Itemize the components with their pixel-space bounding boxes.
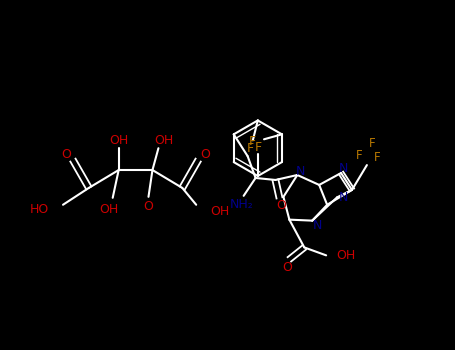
- Text: OH: OH: [336, 249, 355, 262]
- Text: HO: HO: [30, 203, 49, 216]
- Text: O: O: [200, 148, 210, 161]
- Text: N: N: [296, 164, 305, 177]
- Text: F: F: [356, 149, 362, 162]
- Text: O: O: [143, 200, 153, 213]
- Text: O: O: [283, 261, 292, 274]
- Text: F: F: [246, 142, 253, 155]
- Text: OH: OH: [109, 134, 128, 147]
- Text: F: F: [249, 135, 256, 148]
- Text: NH₂: NH₂: [230, 198, 253, 211]
- Text: O: O: [277, 199, 286, 212]
- Text: OH: OH: [154, 134, 173, 147]
- Text: OH: OH: [210, 205, 229, 218]
- Text: N: N: [313, 219, 322, 232]
- Text: F: F: [374, 150, 380, 164]
- Text: F: F: [369, 137, 375, 150]
- Text: OH: OH: [99, 203, 118, 216]
- Text: N: N: [339, 162, 348, 175]
- Text: O: O: [61, 148, 71, 161]
- Text: N: N: [339, 191, 348, 204]
- Text: F: F: [254, 141, 261, 154]
